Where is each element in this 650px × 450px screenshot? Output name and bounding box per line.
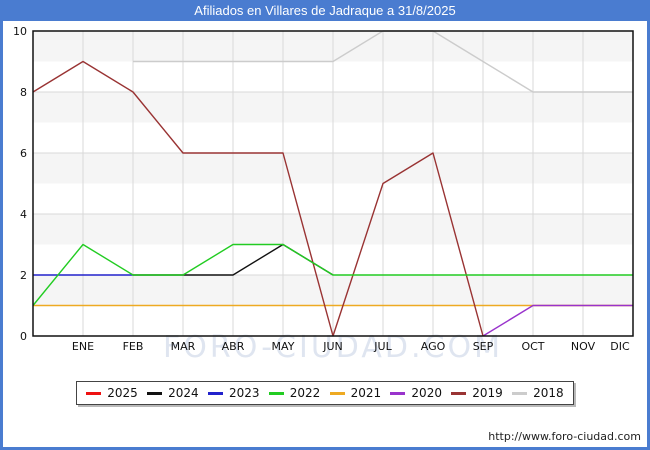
legend-swatch-icon <box>451 391 467 395</box>
y-tick-label: 4 <box>20 208 27 221</box>
legend-item-2018: 2018 <box>512 386 564 400</box>
x-tick-label: MAR <box>171 340 196 353</box>
x-tick-label: AGO <box>421 340 446 353</box>
x-tick-label: NOV <box>571 340 596 353</box>
legend-label: 2018 <box>533 386 564 400</box>
legend-label: 2025 <box>107 386 138 400</box>
legend-swatch-icon <box>147 391 163 395</box>
legend-label: 2022 <box>289 386 321 400</box>
legend-label: 2020 <box>411 386 442 400</box>
y-tick-label: 2 <box>20 269 27 282</box>
series-line-2020 <box>482 304 633 337</box>
x-tick-label: JUN <box>322 340 343 353</box>
source-url: http://www.foro-ciudad.com <box>488 430 641 443</box>
legend-swatch-icon <box>390 391 406 395</box>
y-tick-label: 0 <box>20 330 27 343</box>
legend-label: 2024 <box>168 386 199 400</box>
chart-title: Afiliados en Villares de Jadraque a 31/8… <box>3 0 647 21</box>
legend-item-2023: 2023 <box>207 386 260 400</box>
legend-swatch-icon <box>207 391 223 395</box>
chart-legend: 2025 2024 2023 2022 2021 2020 2019 2018 <box>76 381 574 405</box>
legend-swatch-icon <box>268 391 284 395</box>
legend-label: 2023 <box>228 386 260 400</box>
legend-item-2019: 2019 <box>451 386 503 400</box>
legend-swatch-icon <box>329 391 345 395</box>
x-tick-label: DIC <box>610 340 630 353</box>
legend-swatch-icon <box>86 391 102 395</box>
y-tick-label: 8 <box>20 86 27 99</box>
legend-item-2025: 2025 <box>86 386 138 400</box>
x-tick-label: OCT <box>521 340 544 353</box>
legend-item-2021: 2021 <box>329 386 382 400</box>
y-tick-label: 6 <box>20 147 27 160</box>
series-line-2019 <box>32 60 484 337</box>
legend-item-2022: 2022 <box>268 386 321 400</box>
x-tick-label: ENE <box>72 340 94 353</box>
series-line-2022 <box>32 243 633 306</box>
x-tick-label: FEB <box>123 340 144 353</box>
y-tick-label: 10 <box>13 25 27 38</box>
legend-label: 2021 <box>350 386 382 400</box>
legend-swatch-icon <box>512 391 528 395</box>
legend-item-2024: 2024 <box>147 386 199 400</box>
plot-border <box>32 30 634 337</box>
legend-item-2020: 2020 <box>390 386 442 400</box>
legend-label: 2019 <box>472 386 503 400</box>
x-tick-label: MAY <box>272 340 295 353</box>
x-tick-label: SEP <box>473 340 494 353</box>
x-tick-label: ABR <box>222 340 245 353</box>
x-tick-label: JUL <box>373 340 392 353</box>
